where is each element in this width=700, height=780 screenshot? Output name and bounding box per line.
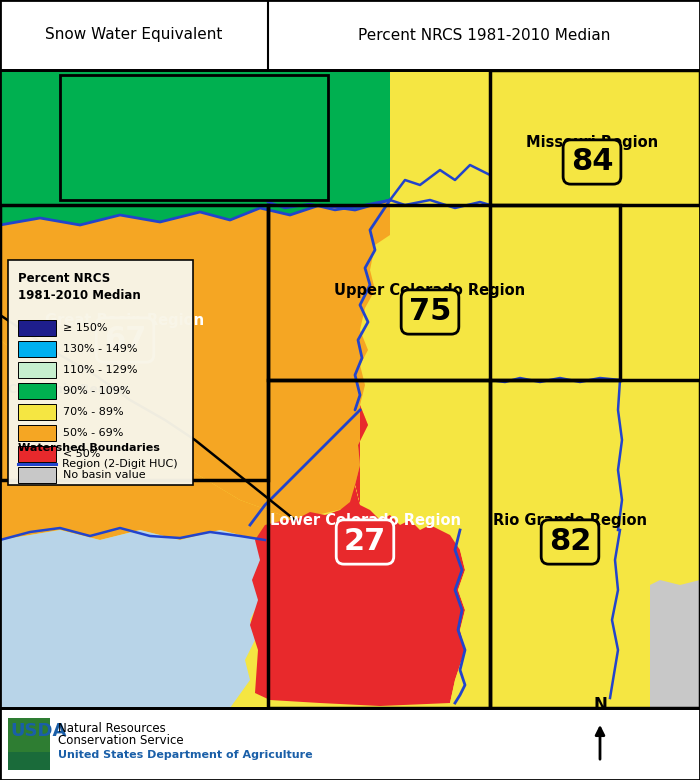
Text: Rio Grande Region: Rio Grande Region <box>493 512 647 527</box>
Bar <box>490 70 700 205</box>
Text: Percent NRCS 1981-2010 Median: Percent NRCS 1981-2010 Median <box>358 27 610 42</box>
Bar <box>268 380 490 708</box>
Polygon shape <box>0 340 295 540</box>
Text: 84: 84 <box>570 147 613 176</box>
Text: Region (2-Digit HUC): Region (2-Digit HUC) <box>62 459 178 469</box>
Text: 67: 67 <box>104 325 146 354</box>
Polygon shape <box>450 375 622 703</box>
Text: 27: 27 <box>344 527 386 556</box>
Text: 90% - 109%: 90% - 109% <box>63 386 130 396</box>
Text: Watershed Boundaries: Watershed Boundaries <box>18 443 160 453</box>
Text: Conservation Service: Conservation Service <box>58 734 183 747</box>
Bar <box>0 205 268 480</box>
Bar <box>0 0 700 70</box>
Text: 110% - 129%: 110% - 129% <box>63 365 137 375</box>
Text: Missouri Region: Missouri Region <box>526 134 658 150</box>
Text: Upper Colorado Region: Upper Colorado Region <box>335 282 526 297</box>
Bar <box>60 75 328 200</box>
Text: No basin value: No basin value <box>63 470 146 480</box>
Bar <box>18 445 56 462</box>
Bar <box>18 466 56 483</box>
Polygon shape <box>0 200 390 520</box>
Bar <box>490 380 700 708</box>
Text: N: N <box>593 696 607 714</box>
Bar <box>8 718 50 770</box>
Text: Natural Resources: Natural Resources <box>58 722 166 735</box>
Polygon shape <box>250 405 465 706</box>
Bar <box>268 205 620 380</box>
Bar <box>18 362 56 378</box>
Bar <box>0 70 700 708</box>
Text: United States Department of Agriculture: United States Department of Agriculture <box>58 750 313 760</box>
Bar <box>8 260 193 485</box>
Text: California Region: California Region <box>8 384 128 396</box>
Bar <box>18 321 56 336</box>
Text: 70% - 89%: 70% - 89% <box>63 407 124 417</box>
Text: Snow Water Equivalent: Snow Water Equivalent <box>46 27 223 42</box>
Text: ≥ 150%: ≥ 150% <box>63 324 108 333</box>
Text: Lower Colorado Region: Lower Colorado Region <box>270 512 461 527</box>
Polygon shape <box>650 580 700 708</box>
Bar <box>18 425 56 441</box>
Bar <box>0 708 700 780</box>
Bar <box>18 342 56 357</box>
Text: 50% - 69%: 50% - 69% <box>63 427 123 438</box>
Text: < 50%: < 50% <box>63 448 100 459</box>
Bar <box>18 383 56 399</box>
Bar <box>0 70 700 708</box>
Polygon shape <box>0 530 265 708</box>
Bar <box>18 404 56 420</box>
Polygon shape <box>0 70 390 225</box>
Text: Great Basin Region: Great Basin Region <box>46 313 204 328</box>
Text: 75: 75 <box>409 297 452 327</box>
Text: Percent NRCS
1981-2010 Median: Percent NRCS 1981-2010 Median <box>18 272 141 302</box>
Text: 130% - 149%: 130% - 149% <box>63 344 137 354</box>
Bar <box>8 752 50 770</box>
Text: USDA: USDA <box>10 722 66 740</box>
Text: 82: 82 <box>549 527 592 556</box>
